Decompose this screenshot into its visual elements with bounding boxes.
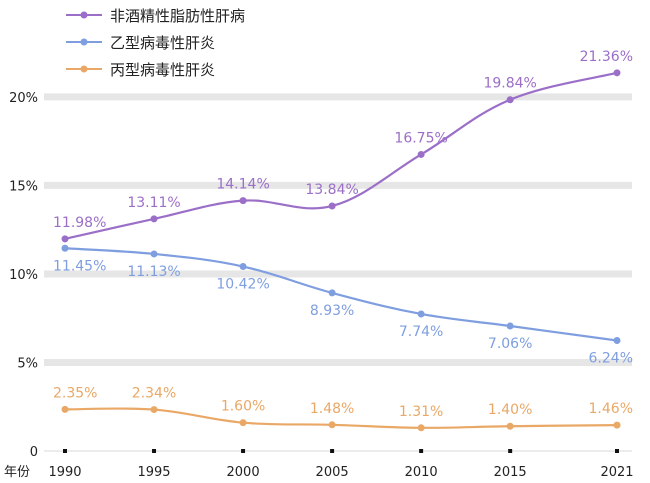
data-point	[613, 421, 621, 429]
data-point	[239, 419, 247, 427]
x-tick-label: 2015	[494, 465, 527, 480]
x-tick-label: 2021	[600, 465, 633, 480]
x-tick-mark	[508, 449, 513, 453]
data-label: 14.14%	[216, 177, 269, 193]
legend-marker	[80, 38, 88, 46]
axes: 0 5% 10% 15% 20% 1990 1995 2000 2005 2010 2015 2021	[9, 91, 633, 480]
y-tick-label: 15%	[9, 179, 38, 194]
x-tick-label: 2000	[227, 465, 260, 480]
data-label: 19.84%	[483, 76, 536, 92]
data-point	[61, 405, 69, 413]
data-point	[150, 250, 158, 258]
data-point	[239, 197, 247, 205]
data-point	[417, 150, 425, 158]
data-label: 2.34%	[132, 386, 176, 402]
x-tick-mark	[330, 449, 335, 453]
data-point	[506, 322, 514, 330]
x-tick-mark	[615, 449, 619, 453]
data-label: 6.24%	[589, 351, 633, 367]
y-tick-label: 0	[30, 445, 38, 460]
y-tick-label: 20%	[9, 91, 38, 106]
data-point	[417, 310, 425, 318]
data-label: 7.74%	[399, 324, 443, 340]
data-point	[239, 263, 247, 271]
data-label: 16.75%	[394, 130, 447, 146]
data-label: 8.93%	[310, 303, 354, 319]
data-label: 11.45%	[53, 258, 106, 274]
x-tick-label: 2005	[316, 465, 349, 480]
data-label: 2.35%	[53, 385, 97, 401]
data-label: 13.11%	[127, 195, 180, 211]
x-tick-label: 1990	[48, 465, 81, 480]
data-label: 13.84%	[305, 182, 358, 198]
legend-label: 乙型病毒性肝炎	[110, 34, 215, 52]
grid-lines	[44, 93, 632, 366]
x-tick-mark	[152, 449, 157, 453]
data-point	[328, 289, 336, 297]
data-label: 11.13%	[127, 264, 180, 280]
legend-marker	[80, 65, 88, 73]
legend-label: 非酒精性脂肪性肝病	[110, 7, 245, 25]
data-label: 1.60%	[221, 399, 265, 415]
legend-label: 丙型病毒性肝炎	[110, 61, 215, 79]
x-tick-mark	[419, 449, 424, 453]
data-point	[506, 96, 514, 104]
data-point	[61, 235, 69, 243]
data-label: 21.36%	[580, 49, 633, 65]
data-point	[506, 422, 514, 430]
x-tick-label: 2010	[405, 465, 438, 480]
data-labels: 11.98% 13.11% 14.14% 13.84% 16.75% 19.84% 21.3…	[53, 49, 633, 420]
x-axis-label: 年份	[4, 465, 30, 480]
data-label: 1.31%	[399, 404, 443, 420]
data-label: 1.40%	[488, 402, 532, 418]
data-label: 1.46%	[589, 401, 633, 417]
data-label: 11.98%	[53, 215, 106, 231]
data-point	[417, 424, 425, 432]
data-point	[328, 202, 336, 210]
y-tick-label: 5%	[17, 356, 38, 371]
x-tick-mark	[241, 449, 246, 453]
x-tick-label: 1995	[137, 465, 170, 480]
data-point	[61, 244, 69, 252]
y-tick-label: 10%	[9, 268, 38, 283]
legend-marker	[80, 11, 88, 19]
data-point	[150, 406, 158, 414]
data-label: 7.06%	[488, 336, 532, 352]
data-point	[613, 337, 621, 345]
series-line	[64, 247, 618, 342]
series-lines	[61, 69, 621, 432]
data-point	[613, 69, 621, 77]
data-point	[150, 215, 158, 223]
data-label: 1.48%	[310, 401, 354, 417]
data-label: 10.42%	[216, 277, 269, 293]
data-point	[328, 421, 336, 429]
x-tick-mark	[63, 449, 67, 453]
